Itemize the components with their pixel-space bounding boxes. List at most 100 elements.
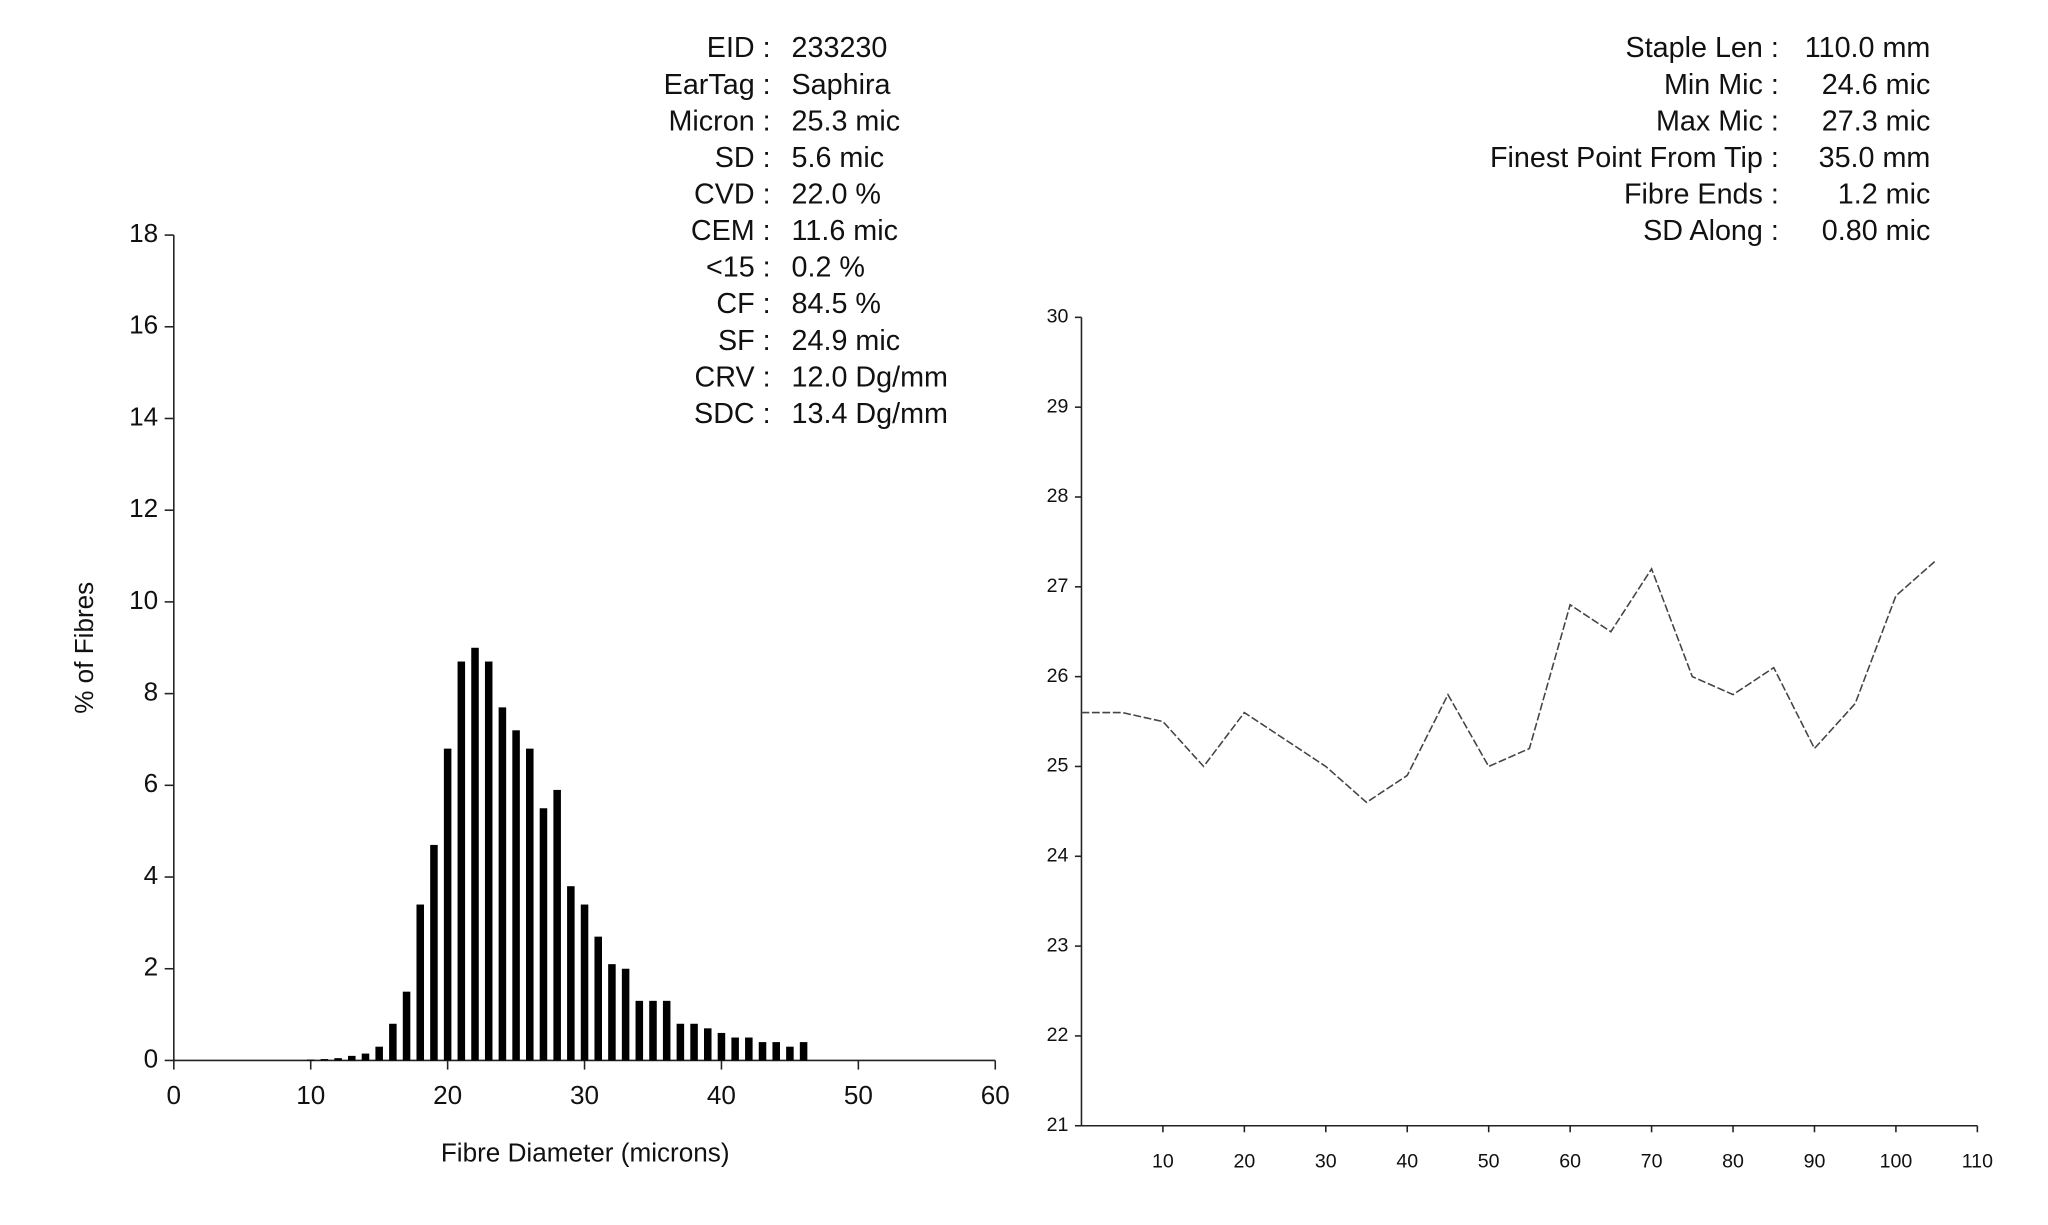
x-tick-label: 50	[1478, 1150, 1500, 1172]
stat-label: Finest Point From Tip :	[1490, 142, 1779, 174]
bar	[498, 707, 507, 1061]
y-tick-label: 0	[144, 1043, 159, 1073]
bar	[676, 1023, 685, 1061]
bar	[799, 1042, 808, 1061]
y-tick-label: 21	[1047, 1114, 1069, 1136]
bar	[649, 1000, 657, 1061]
x-tick-label: 90	[1804, 1150, 1826, 1172]
stat-value: 110.0 mm	[1805, 32, 1931, 64]
bar	[621, 968, 630, 1061]
y-tick-label: 24	[1047, 844, 1069, 866]
bar	[416, 904, 425, 1061]
y-tick-label: 22	[1047, 1024, 1069, 1046]
bar	[430, 844, 438, 1061]
stat-value: 13.4 Dg/mm	[792, 398, 948, 430]
stat-label: SD :	[715, 142, 771, 174]
y-tick-label: 12	[129, 493, 158, 523]
bar	[361, 1053, 370, 1061]
stat-value: Saphira	[792, 69, 891, 101]
bar	[484, 661, 493, 1061]
bar	[608, 964, 616, 1061]
stat-value: 0.2 %	[792, 252, 865, 284]
x-axis-label: Fibre Diameter (microns)	[441, 1137, 730, 1167]
x-tick-label: 10	[296, 1080, 325, 1110]
bar	[457, 661, 466, 1061]
stat-label: Max Mic :	[1656, 105, 1779, 137]
y-tick-label: 26	[1047, 665, 1069, 687]
bar	[567, 886, 575, 1061]
bar	[594, 936, 602, 1061]
x-tick-label: 0	[167, 1080, 182, 1110]
bar	[745, 1037, 753, 1061]
x-tick-label: 20	[433, 1080, 462, 1110]
bar	[402, 991, 411, 1061]
bar	[731, 1037, 739, 1061]
stat-label: CRV :	[695, 361, 771, 393]
bar	[471, 647, 479, 1061]
x-tick-label: 70	[1641, 1150, 1663, 1172]
stat-value: 22.0 %	[792, 178, 881, 210]
stat-value: 35.0 mm	[1819, 142, 1931, 174]
stat-label: SDC :	[694, 398, 771, 430]
stat-value: 1.2 mic	[1838, 178, 1931, 210]
y-axis-label: % of Fibres	[69, 582, 99, 714]
stat-value: 27.3 mic	[1822, 105, 1931, 137]
y-tick-label: 6	[144, 768, 159, 798]
x-tick-label: 80	[1722, 1150, 1744, 1172]
bar	[690, 1023, 698, 1061]
line	[1081, 559, 1938, 804]
stat-value: 24.9 mic	[792, 325, 901, 357]
x-tick-label: 30	[570, 1080, 599, 1110]
x-tick-label: 60	[981, 1080, 1010, 1110]
bar	[758, 1042, 767, 1061]
bar	[772, 1042, 780, 1061]
bar	[717, 1032, 726, 1061]
y-tick-label: 25	[1047, 755, 1069, 777]
y-tick-label: 23	[1047, 934, 1069, 956]
bar	[526, 748, 534, 1061]
y-tick-label: 16	[129, 310, 158, 340]
bar	[375, 1046, 383, 1061]
stat-value: 12.0 Dg/mm	[792, 361, 948, 393]
bar	[443, 748, 452, 1061]
bar	[389, 1023, 397, 1061]
y-tick-label: 30	[1047, 306, 1069, 328]
x-tick-label: 50	[844, 1080, 873, 1110]
y-tick-label: 2	[144, 952, 159, 982]
y-tick-label: 27	[1047, 575, 1069, 597]
stat-label: Min Mic :	[1664, 69, 1779, 101]
stat-label: SD Along :	[1643, 215, 1779, 247]
y-tick-label: 18	[129, 218, 158, 248]
x-tick-label: 20	[1233, 1150, 1255, 1172]
y-tick-label: 14	[129, 401, 158, 431]
bar	[539, 808, 548, 1061]
bar	[348, 1055, 356, 1061]
x-tick-label: 40	[707, 1080, 736, 1110]
stat-value: 5.6 mic	[792, 142, 885, 174]
stat-label: Micron :	[669, 105, 771, 137]
bar	[662, 1000, 671, 1061]
x-tick-label: 110	[1962, 1150, 1993, 1172]
stat-label: <15 :	[706, 252, 771, 284]
y-tick-label: 10	[129, 585, 158, 615]
stat-label: Fibre Ends :	[1624, 178, 1779, 210]
stat-label: CF :	[716, 288, 770, 320]
bar	[512, 730, 520, 1061]
stat-value: 24.6 mic	[1822, 69, 1931, 101]
bar	[553, 789, 561, 1061]
stat-label: EID :	[707, 32, 771, 64]
bar	[580, 904, 589, 1061]
x-tick-label: 10	[1152, 1150, 1174, 1172]
bar	[334, 1058, 342, 1061]
x-tick-label: 60	[1559, 1150, 1581, 1172]
y-tick-label: 29	[1047, 395, 1069, 417]
stat-label: Staple Len :	[1626, 32, 1779, 64]
bar	[786, 1046, 794, 1061]
x-tick-label: 100	[1880, 1150, 1913, 1172]
bar	[306, 1059, 315, 1061]
y-tick-label: 8	[144, 677, 159, 707]
stat-label: EarTag :	[664, 69, 771, 101]
bar	[320, 1059, 329, 1061]
